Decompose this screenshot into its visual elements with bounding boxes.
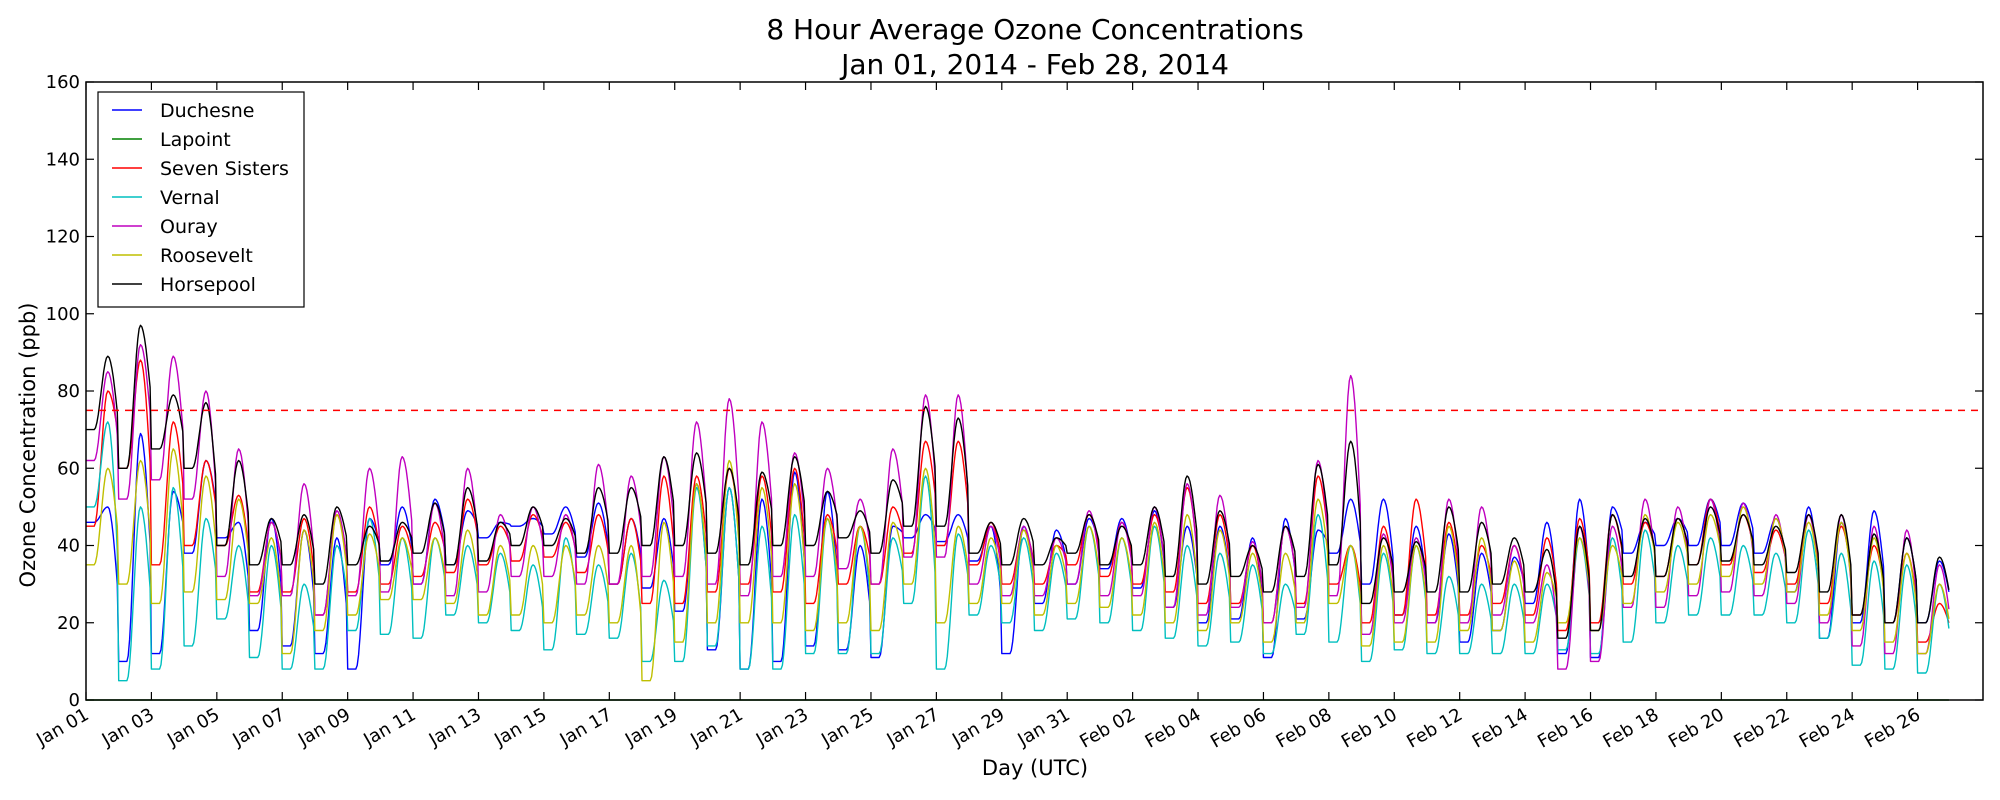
x-tick-label: Feb 14	[1469, 704, 1532, 752]
legend-label: Roosevelt	[160, 245, 253, 267]
legend-label: Duchesne	[160, 100, 254, 122]
legend-label: Seven Sisters	[160, 158, 289, 180]
x-tick-label: Feb 10	[1338, 704, 1401, 752]
chart-subtitle: Jan 01, 2014 - Feb 28, 2014	[839, 48, 1229, 81]
x-tick-label: Jan 17	[556, 704, 616, 751]
y-tick-label: 140	[46, 149, 80, 170]
x-tick-label: Feb 04	[1142, 704, 1205, 752]
x-tick-label: Jan 07	[229, 704, 289, 751]
x-tick-label: Jan 01	[32, 704, 92, 751]
y-tick-label: 80	[57, 381, 80, 402]
x-tick-label: Jan 21	[686, 704, 746, 751]
x-tick-label: Feb 02	[1076, 704, 1139, 752]
x-tick-label: Jan 19	[621, 704, 681, 751]
x-tick-label: Jan 27	[883, 704, 943, 751]
x-tick-label: Feb 24	[1796, 704, 1859, 752]
x-tick-label: Jan 13	[425, 704, 485, 751]
y-tick-label: 0	[69, 690, 80, 711]
x-tick-label: Jan 03	[98, 704, 158, 751]
y-tick-label: 100	[46, 304, 80, 325]
x-tick-label: Feb 22	[1730, 704, 1793, 752]
x-tick-label: Jan 05	[163, 704, 223, 751]
x-tick-label: Feb 16	[1534, 704, 1597, 752]
x-tick-label: Feb 06	[1207, 704, 1270, 752]
series-line-vernal	[86, 421, 1950, 682]
x-tick-label: Jan 31	[1014, 704, 1074, 751]
series-line-ouray	[86, 344, 1950, 670]
x-tick-label: Jan 09	[294, 704, 354, 751]
legend-label: Ouray	[160, 216, 218, 238]
series-line-horsepool	[86, 324, 1950, 639]
y-axis-label: Ozone Concentration (ppb)	[16, 303, 40, 588]
y-tick-label: 20	[57, 613, 80, 634]
legend-label: Horsepool	[160, 274, 256, 296]
x-tick-label: Feb 18	[1600, 704, 1663, 752]
x-tick-label: Feb 20	[1665, 704, 1728, 752]
legend: Duchesne Lapoint Seven Sisters Vernal Ouray R…	[97, 91, 305, 308]
x-tick-label: Jan 25	[817, 704, 877, 751]
x-tick-label: Jan 15	[490, 704, 550, 751]
legend-label: Vernal	[160, 187, 220, 209]
x-tick-label: Feb 12	[1403, 704, 1466, 752]
x-tick-label: Jan 29	[948, 704, 1008, 751]
y-tick-label: 40	[57, 536, 80, 557]
y-tick-label: 160	[46, 72, 80, 93]
y-tick-label: 120	[46, 227, 80, 248]
x-tick-label: Feb 26	[1861, 704, 1924, 752]
legend-box	[97, 91, 305, 308]
series-line-roosevelt	[86, 448, 1950, 682]
chart-title: 8 Hour Average Ozone Concentrations	[766, 13, 1303, 46]
legend-label: Lapoint	[160, 129, 231, 151]
y-tick-label: 60	[57, 458, 80, 479]
x-tick-label: Feb 08	[1272, 704, 1335, 752]
x-tick-label: Jan 23	[752, 704, 812, 751]
x-tick-label: Jan 11	[359, 704, 419, 751]
x-axis-label: Day (UTC)	[982, 756, 1088, 780]
